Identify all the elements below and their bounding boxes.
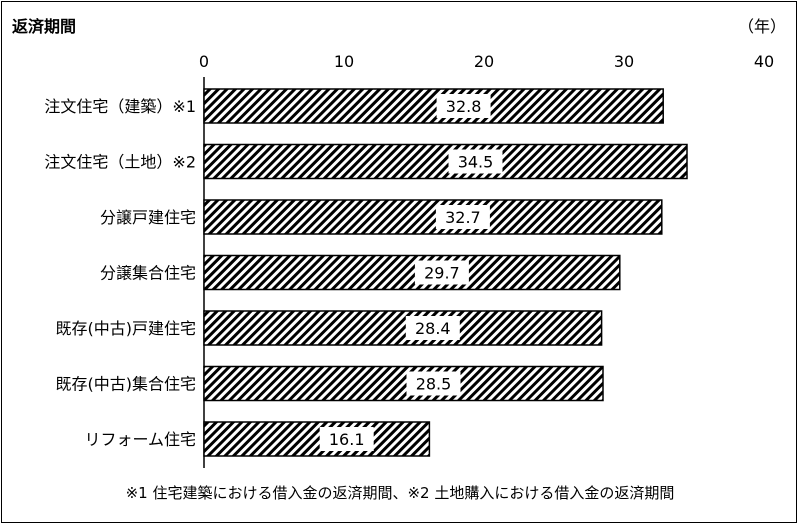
- category-label: 注文住宅（建築）※1: [44, 97, 196, 116]
- bar: [203, 199, 663, 235]
- footnote: ※1 住宅建築における借入金の返済期間、※2 土地購入における借入金の返済期間: [126, 484, 675, 502]
- bar: [203, 310, 603, 346]
- value-label-bg: [319, 427, 374, 451]
- category-label: リフォーム住宅: [84, 430, 196, 449]
- bar: [203, 421, 431, 457]
- value-label: 34.5: [458, 153, 494, 172]
- value-label-bg: [435, 205, 490, 229]
- x-tick-label: 40: [754, 52, 774, 71]
- category-label: 分譲集合住宅: [100, 264, 196, 283]
- x-tick-label: 10: [334, 52, 354, 71]
- unit-label: （年）: [738, 17, 786, 36]
- chart-title: 返済期間: [12, 17, 76, 36]
- value-label-bg: [406, 371, 461, 396]
- bar: [203, 365, 604, 402]
- value-label: 16.1: [329, 430, 365, 449]
- bar: [203, 143, 688, 180]
- value-label: 32.8: [446, 97, 482, 116]
- category-label: 注文住宅（土地）※2: [44, 153, 196, 172]
- x-tick-label: 30: [614, 52, 634, 71]
- value-label: 29.7: [424, 264, 460, 283]
- value-label: 28.4: [415, 319, 451, 338]
- value-label-bg: [436, 94, 491, 118]
- x-tick-label: 0: [199, 52, 209, 71]
- bar: [203, 88, 664, 124]
- category-label: 分譲戸建住宅: [100, 208, 196, 227]
- value-label: 28.5: [416, 375, 452, 394]
- bar: [203, 254, 621, 291]
- value-label-bg: [414, 260, 469, 285]
- x-tick-label: 20: [474, 52, 494, 71]
- value-label-bg: [448, 149, 503, 174]
- value-label-bg: [405, 316, 460, 340]
- category-label: 既存(中古)戸建住宅: [56, 319, 197, 338]
- value-label: 32.7: [445, 208, 481, 227]
- category-label: 既存(中古)集合住宅: [56, 375, 197, 394]
